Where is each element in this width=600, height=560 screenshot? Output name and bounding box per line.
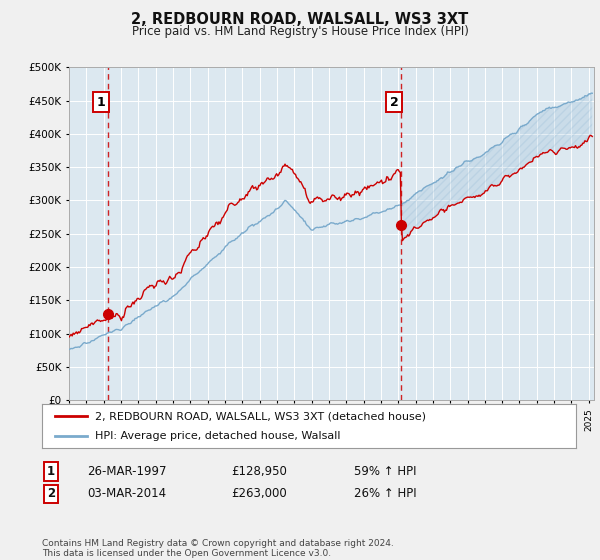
Text: Price paid vs. HM Land Registry's House Price Index (HPI): Price paid vs. HM Land Registry's House … xyxy=(131,25,469,38)
Text: 03-MAR-2014: 03-MAR-2014 xyxy=(87,487,166,501)
Text: £263,000: £263,000 xyxy=(231,487,287,501)
Text: 26-MAR-1997: 26-MAR-1997 xyxy=(87,465,167,478)
Text: 59% ↑ HPI: 59% ↑ HPI xyxy=(354,465,416,478)
Text: £128,950: £128,950 xyxy=(231,465,287,478)
Text: 1: 1 xyxy=(47,465,55,478)
Text: 2: 2 xyxy=(47,487,55,501)
Text: Contains HM Land Registry data © Crown copyright and database right 2024.
This d: Contains HM Land Registry data © Crown c… xyxy=(42,539,394,558)
Text: 2, REDBOURN ROAD, WALSALL, WS3 3XT: 2, REDBOURN ROAD, WALSALL, WS3 3XT xyxy=(131,12,469,27)
Text: 1: 1 xyxy=(97,96,105,109)
Text: 2: 2 xyxy=(390,96,398,109)
Text: HPI: Average price, detached house, Walsall: HPI: Average price, detached house, Wals… xyxy=(95,431,341,441)
Text: 26% ↑ HPI: 26% ↑ HPI xyxy=(354,487,416,501)
Text: 2, REDBOURN ROAD, WALSALL, WS3 3XT (detached house): 2, REDBOURN ROAD, WALSALL, WS3 3XT (deta… xyxy=(95,411,427,421)
